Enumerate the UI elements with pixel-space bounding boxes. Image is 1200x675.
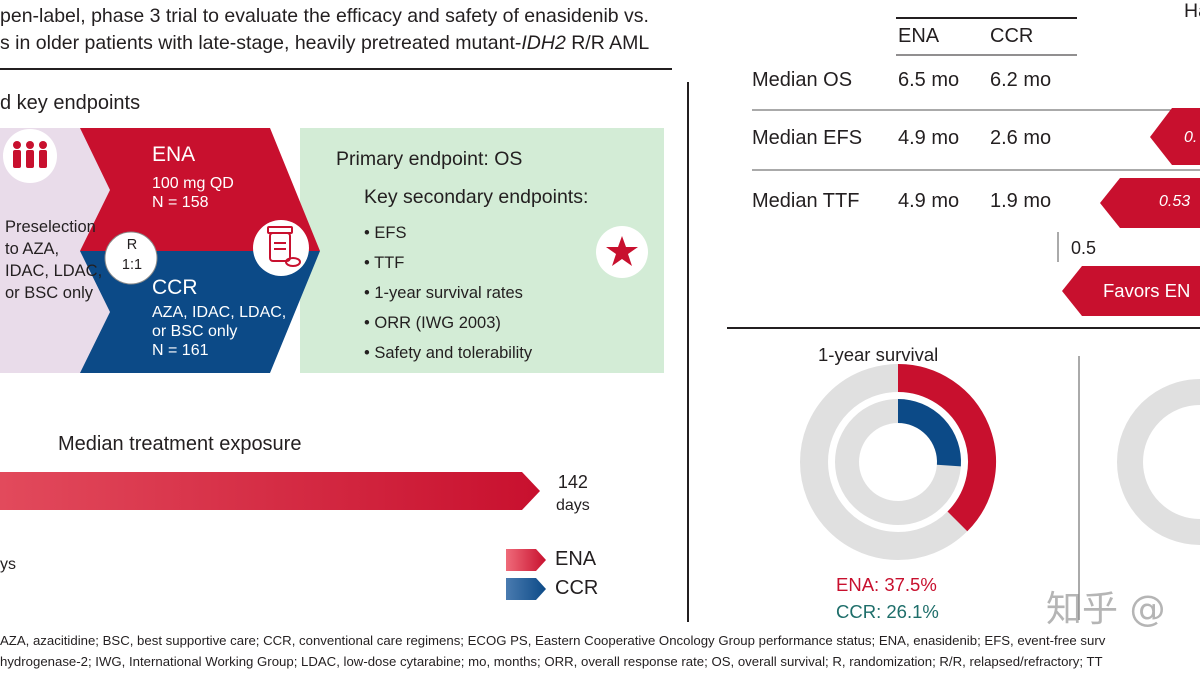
preselection-text: Preselection to AZA, IDAC, LDAC, or BSC … <box>5 218 103 302</box>
row-ccr-value: 1.9 mo <box>990 190 1052 212</box>
header-line-1: pen-label, phase 3 trial to evaluate the… <box>0 5 649 27</box>
hazard-ratio-title-cut: Ha <box>1184 0 1200 22</box>
survival-ena-label: ENA: 37.5% <box>836 574 937 595</box>
people-icon-circle <box>3 129 57 183</box>
second-donut-cropped <box>1117 379 1200 545</box>
footnote-line-2: hydrogenase-2; IWG, International Workin… <box>0 654 1103 669</box>
legend-ccr-swatch <box>506 578 546 600</box>
row-ena-value: 6.5 mo <box>898 69 960 91</box>
randomization-label: R 1:1 <box>121 237 143 273</box>
row-ccr-value: 6.2 mo <box>990 69 1052 91</box>
column-divider <box>687 82 689 622</box>
efs-hr-value-cut: 0. <box>1184 129 1198 146</box>
drug-icon-circle <box>253 220 309 276</box>
row-label: Median TTF <box>752 190 860 212</box>
row-ena-value: 4.9 mo <box>898 190 960 212</box>
row-label: Median OS <box>752 69 853 91</box>
survival-title: 1-year survival <box>818 344 939 365</box>
ena-exposure-bar <box>0 472 540 510</box>
star-icon-circle <box>596 226 648 278</box>
ena-exposure-value: 142 days <box>556 472 590 514</box>
ena-arm-text: ENA 100 mg QD N = 158 <box>152 143 234 211</box>
endpoint-item: • TTF <box>364 254 405 272</box>
secondary-endpoints-list: • EFS • TTF • 1-year survival rates • OR… <box>364 218 532 368</box>
ccr-exposure-unit-cut: ys <box>0 556 16 573</box>
row-ena-value: 4.9 mo <box>898 127 960 149</box>
ccr-survival-arc <box>897 399 961 467</box>
col-header-ccr: CCR <box>990 25 1034 47</box>
primary-endpoint: Primary endpoint: OS <box>336 148 523 170</box>
legend-ena-label: ENA <box>555 548 597 570</box>
legend-ena-swatch <box>506 549 546 571</box>
secondary-endpoints-title: Key secondary endpoints: <box>364 186 589 208</box>
survival-ccr-label: CCR: 26.1% <box>836 601 939 622</box>
endpoint-item: • 1-year survival rates <box>364 284 523 302</box>
header-line-2: s in older patients with late-stage, hea… <box>0 32 650 54</box>
ttf-hr-value-cut: 0.53 <box>1159 193 1191 210</box>
patients-icon <box>13 141 47 168</box>
watermark: 知乎 @ <box>1046 589 1166 630</box>
ccr-arm-text: CCR AZA, IDAC, LDAC, or BSC only N = 161 <box>152 276 287 359</box>
star-icon <box>606 236 638 266</box>
hr-axis-tick: 0.5 <box>1071 238 1097 258</box>
exposure-title: Median treatment exposure <box>58 433 302 455</box>
pill-bottle-icon <box>267 226 301 267</box>
row-ccr-value: 2.6 mo <box>990 127 1052 149</box>
ena-survival-arc <box>897 364 996 532</box>
design-section-title: d key endpoints <box>0 92 141 114</box>
row-label: Median EFS <box>752 127 863 149</box>
endpoint-item: • ORR (IWG 2003) <box>364 314 501 332</box>
legend-ccr-label: CCR <box>555 577 599 599</box>
favors-ena-label: Favors EN <box>1103 280 1191 301</box>
footnote-line-1: AZA, azacitidine; BSC, best supportive c… <box>0 633 1106 648</box>
header-rule <box>0 68 672 70</box>
endpoint-item: • Safety and tolerability <box>364 344 533 362</box>
endpoint-item: • EFS <box>364 224 407 242</box>
survival-donut <box>800 364 996 560</box>
col-header-ena: ENA <box>898 25 940 47</box>
